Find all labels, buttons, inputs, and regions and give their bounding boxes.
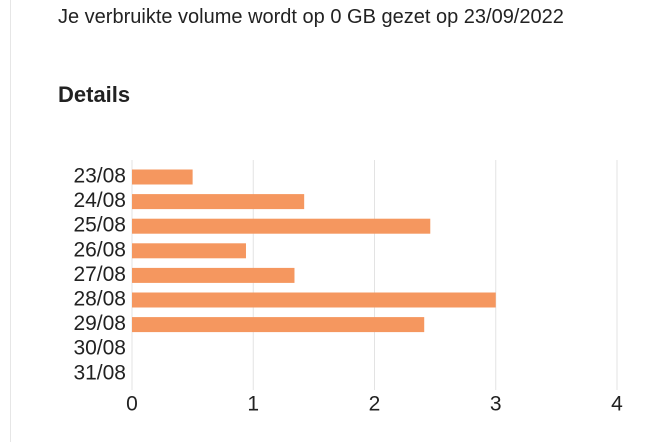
y-tick-label: 24/08: [73, 189, 126, 212]
y-tick-label: 29/08: [73, 312, 126, 335]
bar: [132, 292, 496, 308]
bar: [132, 317, 425, 333]
bar: [132, 194, 305, 210]
x-tick-label: 3: [490, 393, 502, 416]
panel-edge: [10, 0, 11, 442]
y-tick-label: 23/08: [73, 165, 126, 188]
y-tick-label: 25/08: [73, 214, 126, 237]
bar: [132, 267, 295, 283]
bar: [132, 169, 193, 185]
y-tick-label: 30/08: [73, 337, 126, 360]
x-tick-label: 2: [369, 393, 381, 416]
y-tick-label: 31/08: [73, 361, 126, 384]
x-tick-label: 0: [126, 393, 138, 416]
y-tick-label: 26/08: [73, 238, 126, 261]
reset-notice: Je verbruikte volume wordt op 0 GB gezet…: [58, 6, 564, 28]
y-tick-label: 28/08: [73, 288, 126, 311]
bar: [132, 243, 246, 259]
section-heading: Details: [58, 82, 131, 107]
y-tick-label: 27/08: [73, 263, 126, 286]
x-tick-label: 1: [247, 393, 259, 416]
bar: [132, 218, 431, 234]
x-tick-label: 4: [611, 393, 623, 416]
